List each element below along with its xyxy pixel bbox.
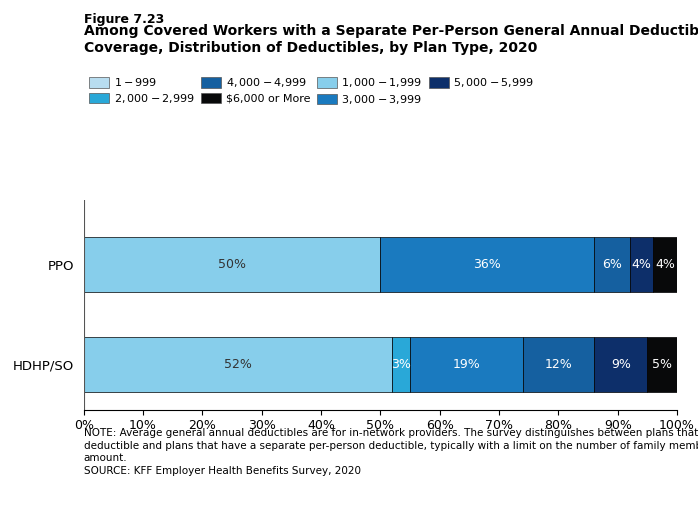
Text: Figure 7.23: Figure 7.23 — [84, 13, 164, 26]
Text: 12%: 12% — [544, 358, 572, 371]
Bar — [84, 237, 380, 292]
Text: 6%: 6% — [602, 258, 622, 271]
Text: 4%: 4% — [632, 258, 651, 271]
Bar — [380, 237, 594, 292]
Text: 4%: 4% — [655, 258, 675, 271]
Text: 19%: 19% — [452, 358, 480, 371]
Bar — [392, 337, 410, 392]
Bar — [410, 337, 523, 392]
Text: 3%: 3% — [392, 358, 411, 371]
Text: 36%: 36% — [473, 258, 501, 271]
Bar — [594, 337, 648, 392]
Bar — [648, 337, 677, 392]
Text: 9%: 9% — [611, 358, 630, 371]
Text: Among Covered Workers with a Separate Per-Person General Annual Deductible for F: Among Covered Workers with a Separate Pe… — [84, 24, 698, 55]
Legend: $1 - $999, $2,000 - $2,999, $4,000 - $4,999, $6,000 or More, $1,000 - $1,999, $3: $1 - $999, $2,000 - $2,999, $4,000 - $4,… — [89, 77, 534, 106]
Text: 5%: 5% — [652, 358, 672, 371]
Text: NOTE: Average general annual deductibles are for in-network providers. The surve: NOTE: Average general annual deductibles… — [84, 428, 698, 476]
Bar — [84, 337, 392, 392]
Bar — [630, 237, 653, 292]
Text: 52%: 52% — [224, 358, 252, 371]
Bar — [653, 237, 677, 292]
Bar — [523, 337, 594, 392]
Bar — [594, 237, 630, 292]
Text: 50%: 50% — [218, 258, 246, 271]
